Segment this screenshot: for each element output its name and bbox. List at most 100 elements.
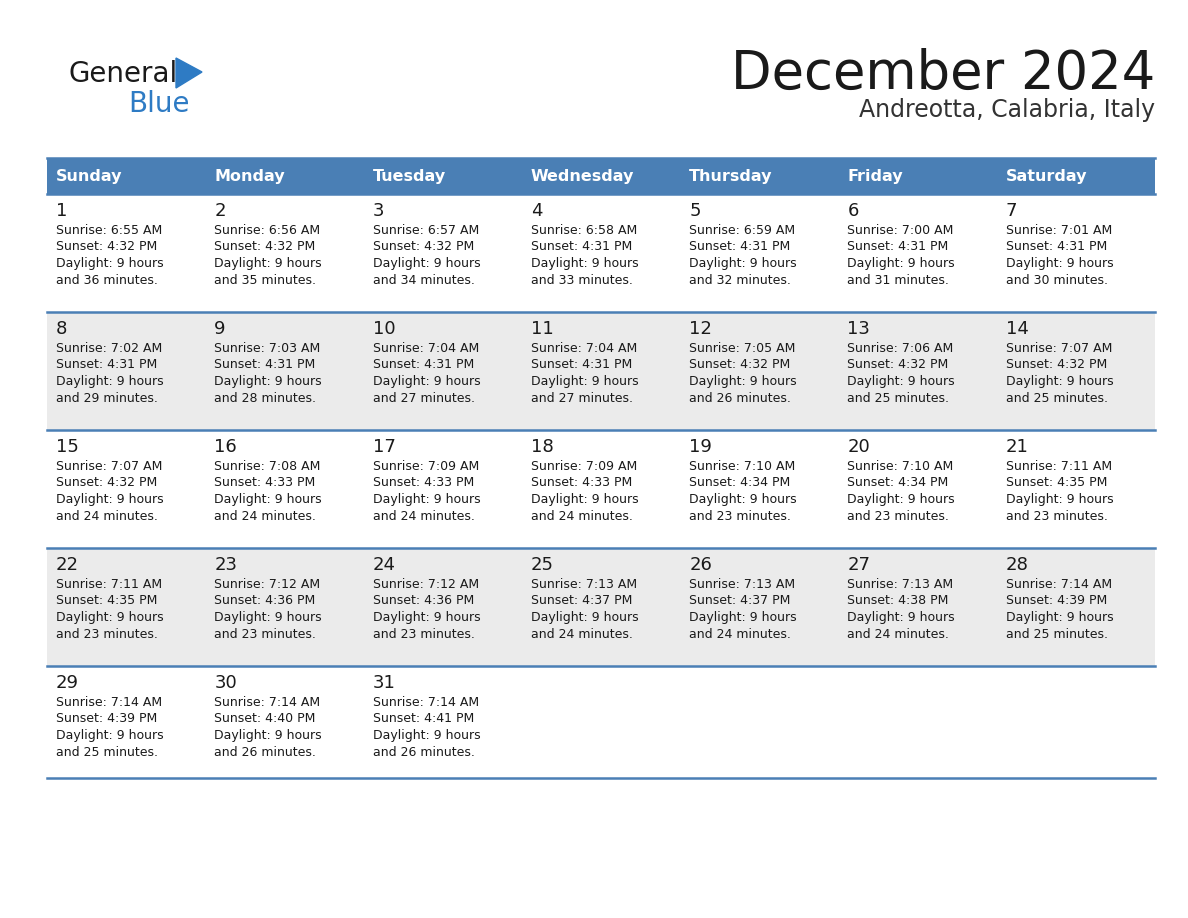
Text: and 25 minutes.: and 25 minutes. (847, 391, 949, 405)
Bar (839, 194, 997, 312)
Text: Sunrise: 7:13 AM: Sunrise: 7:13 AM (531, 578, 637, 591)
Bar (997, 312, 1155, 430)
Text: and 35 minutes.: and 35 minutes. (214, 274, 316, 286)
Text: 23: 23 (214, 556, 238, 574)
Text: Sunrise: 7:09 AM: Sunrise: 7:09 AM (373, 460, 479, 473)
Text: Sunrise: 6:59 AM: Sunrise: 6:59 AM (689, 224, 795, 237)
Text: Sunset: 4:33 PM: Sunset: 4:33 PM (214, 476, 316, 489)
Text: Sunset: 4:31 PM: Sunset: 4:31 PM (531, 241, 632, 253)
Bar (48, 312, 206, 430)
Text: Daylight: 9 hours: Daylight: 9 hours (531, 375, 638, 388)
Text: Sunset: 4:33 PM: Sunset: 4:33 PM (373, 476, 474, 489)
Text: 6: 6 (847, 202, 859, 220)
Text: Sunset: 4:31 PM: Sunset: 4:31 PM (847, 241, 949, 253)
Text: and 24 minutes.: and 24 minutes. (56, 509, 158, 522)
Text: and 25 minutes.: and 25 minutes. (56, 745, 158, 758)
Text: and 31 minutes.: and 31 minutes. (847, 274, 949, 286)
Text: Sunrise: 7:14 AM: Sunrise: 7:14 AM (373, 696, 479, 709)
Text: 15: 15 (56, 438, 78, 456)
Text: 29: 29 (56, 674, 78, 692)
Text: Sunrise: 7:06 AM: Sunrise: 7:06 AM (847, 342, 954, 355)
Text: Daylight: 9 hours: Daylight: 9 hours (847, 493, 955, 506)
Text: Daylight: 9 hours: Daylight: 9 hours (531, 257, 638, 270)
Text: Sunset: 4:36 PM: Sunset: 4:36 PM (373, 595, 474, 608)
Text: Sunset: 4:34 PM: Sunset: 4:34 PM (847, 476, 949, 489)
Text: Sunset: 4:39 PM: Sunset: 4:39 PM (56, 712, 157, 725)
Bar (206, 666, 364, 778)
Text: Tuesday: Tuesday (373, 169, 446, 184)
Text: and 24 minutes.: and 24 minutes. (214, 509, 316, 522)
Text: Sunset: 4:31 PM: Sunset: 4:31 PM (531, 359, 632, 372)
Text: Sunset: 4:31 PM: Sunset: 4:31 PM (689, 241, 790, 253)
Text: Daylight: 9 hours: Daylight: 9 hours (214, 729, 322, 742)
Text: Daylight: 9 hours: Daylight: 9 hours (56, 611, 164, 624)
Text: Saturday: Saturday (1006, 169, 1087, 184)
Text: Sunset: 4:41 PM: Sunset: 4:41 PM (373, 712, 474, 725)
Text: 17: 17 (373, 438, 396, 456)
Text: Sunrise: 7:02 AM: Sunrise: 7:02 AM (56, 342, 163, 355)
Text: Sunset: 4:37 PM: Sunset: 4:37 PM (531, 595, 632, 608)
Text: Daylight: 9 hours: Daylight: 9 hours (847, 257, 955, 270)
Text: and 30 minutes.: and 30 minutes. (1006, 274, 1107, 286)
Text: and 33 minutes.: and 33 minutes. (531, 274, 633, 286)
Text: 28: 28 (1006, 556, 1029, 574)
Bar (839, 548, 997, 666)
Text: 21: 21 (1006, 438, 1029, 456)
Text: Sunrise: 7:04 AM: Sunrise: 7:04 AM (531, 342, 637, 355)
Text: Sunrise: 7:10 AM: Sunrise: 7:10 AM (689, 460, 796, 473)
Text: and 26 minutes.: and 26 minutes. (689, 391, 791, 405)
Text: Andreotta, Calabria, Italy: Andreotta, Calabria, Italy (859, 98, 1155, 122)
Text: Sunrise: 7:09 AM: Sunrise: 7:09 AM (531, 460, 637, 473)
Bar (997, 158, 1155, 194)
Text: 26: 26 (689, 556, 712, 574)
Text: Sunset: 4:31 PM: Sunset: 4:31 PM (56, 359, 157, 372)
Text: and 23 minutes.: and 23 minutes. (214, 628, 316, 641)
Text: and 34 minutes.: and 34 minutes. (373, 274, 474, 286)
Bar (48, 666, 206, 778)
Text: Sunset: 4:31 PM: Sunset: 4:31 PM (373, 359, 474, 372)
Bar (681, 194, 839, 312)
Bar (522, 548, 681, 666)
Text: Daylight: 9 hours: Daylight: 9 hours (1006, 375, 1113, 388)
Text: Sunrise: 7:12 AM: Sunrise: 7:12 AM (373, 578, 479, 591)
Text: Sunset: 4:32 PM: Sunset: 4:32 PM (373, 241, 474, 253)
Bar (839, 666, 997, 778)
Bar (48, 194, 206, 312)
Text: Sunset: 4:32 PM: Sunset: 4:32 PM (847, 359, 949, 372)
Text: General: General (68, 60, 177, 88)
Bar (839, 430, 997, 548)
Text: 11: 11 (531, 320, 554, 338)
Text: Sunrise: 7:01 AM: Sunrise: 7:01 AM (1006, 224, 1112, 237)
Text: Sunset: 4:31 PM: Sunset: 4:31 PM (214, 359, 316, 372)
Text: Sunrise: 7:00 AM: Sunrise: 7:00 AM (847, 224, 954, 237)
Bar (206, 158, 364, 194)
Text: Sunset: 4:32 PM: Sunset: 4:32 PM (1006, 359, 1107, 372)
Bar (364, 666, 522, 778)
Text: Daylight: 9 hours: Daylight: 9 hours (1006, 611, 1113, 624)
Bar (364, 194, 522, 312)
Text: 19: 19 (689, 438, 712, 456)
Text: and 29 minutes.: and 29 minutes. (56, 391, 158, 405)
Text: Sunrise: 7:13 AM: Sunrise: 7:13 AM (847, 578, 954, 591)
Bar (206, 430, 364, 548)
Text: Daylight: 9 hours: Daylight: 9 hours (847, 375, 955, 388)
Text: 14: 14 (1006, 320, 1029, 338)
Text: December 2024: December 2024 (731, 48, 1155, 100)
Text: and 24 minutes.: and 24 minutes. (689, 628, 791, 641)
Bar (522, 194, 681, 312)
Text: 10: 10 (373, 320, 396, 338)
Bar (681, 548, 839, 666)
Bar (206, 194, 364, 312)
Polygon shape (176, 58, 202, 88)
Text: and 26 minutes.: and 26 minutes. (214, 745, 316, 758)
Text: 25: 25 (531, 556, 554, 574)
Text: Sunrise: 7:03 AM: Sunrise: 7:03 AM (214, 342, 321, 355)
Text: and 24 minutes.: and 24 minutes. (531, 509, 633, 522)
Text: Sunset: 4:32 PM: Sunset: 4:32 PM (689, 359, 790, 372)
Text: and 23 minutes.: and 23 minutes. (1006, 509, 1107, 522)
Text: Sunrise: 7:13 AM: Sunrise: 7:13 AM (689, 578, 795, 591)
Text: Sunset: 4:35 PM: Sunset: 4:35 PM (1006, 476, 1107, 489)
Text: Daylight: 9 hours: Daylight: 9 hours (689, 375, 797, 388)
Bar (997, 666, 1155, 778)
Text: 13: 13 (847, 320, 871, 338)
